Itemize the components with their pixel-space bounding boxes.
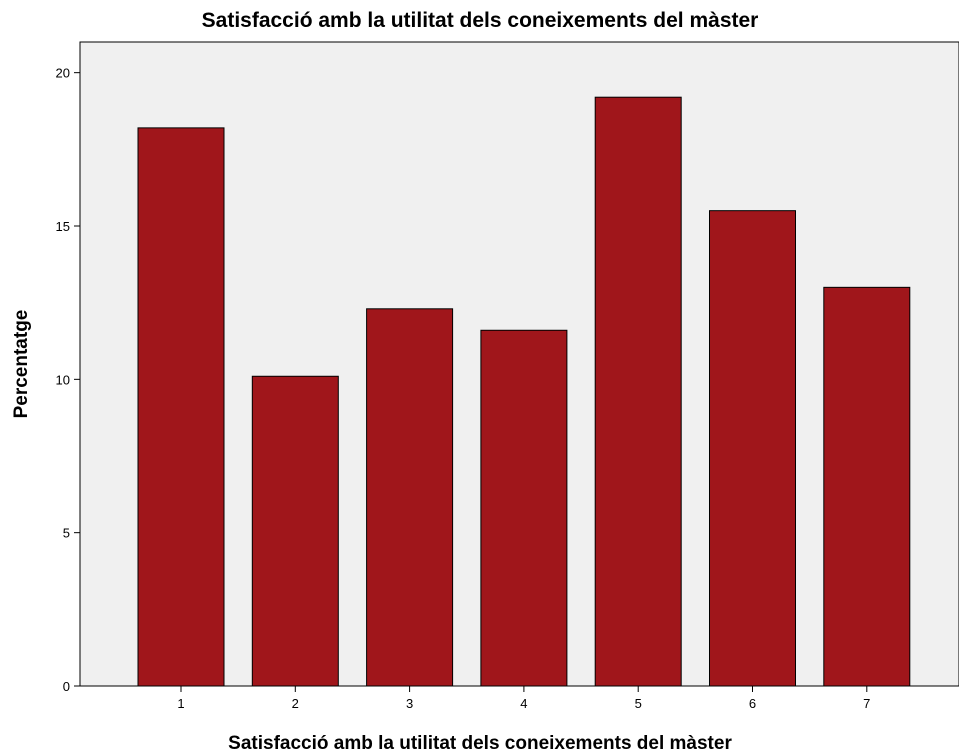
x-axis-label: Satisfacció amb la utilitat dels coneixe… <box>228 733 732 754</box>
y-tick-label: 15 <box>56 219 70 234</box>
bar-6 <box>709 210 796 687</box>
y-tick-label: 20 <box>56 66 70 81</box>
bar-7 <box>823 286 911 687</box>
x-tick-label: 1 <box>177 696 184 711</box>
x-tick-label: 4 <box>520 696 527 711</box>
bar-1 <box>137 127 225 687</box>
bar-3 <box>366 308 454 687</box>
bar-5 <box>594 96 682 687</box>
bars-group <box>137 96 911 687</box>
x-tick-label: 2 <box>292 696 299 711</box>
bar-2 <box>251 375 339 687</box>
chart-title: Satisfacció amb la utilitat dels coneixe… <box>202 9 759 32</box>
x-tick-label: 6 <box>749 696 756 711</box>
y-tick-label: 5 <box>63 526 70 541</box>
bar-4 <box>480 329 568 687</box>
y-tick-label: 10 <box>56 372 70 387</box>
x-tick-label: 5 <box>635 696 642 711</box>
x-tick-label: 3 <box>406 696 413 711</box>
x-axis: 1 2 3 4 5 6 7 <box>177 686 870 711</box>
y-axis: 0 5 10 15 20 <box>56 66 80 694</box>
x-tick-label: 7 <box>863 696 870 711</box>
y-tick-label: 0 <box>63 679 70 694</box>
y-axis-label: Percentatge <box>11 310 32 419</box>
